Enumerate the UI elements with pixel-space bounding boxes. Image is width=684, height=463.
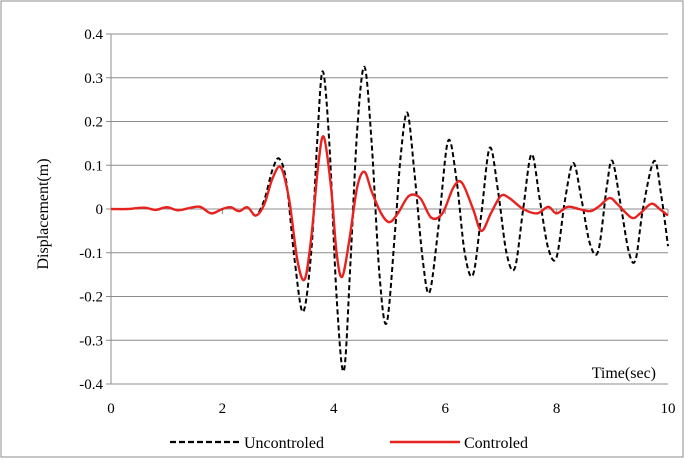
series-line-controled (110, 135, 669, 282)
y-tick-label: 0.4 (84, 27, 103, 43)
x-tick-label: 6 (441, 401, 449, 417)
x-tick-label: 10 (661, 401, 676, 417)
series-lines (110, 65, 669, 373)
x-tick-label: 0 (107, 401, 115, 417)
gridlines (111, 33, 668, 385)
y-tick-label: 0.2 (84, 115, 103, 131)
y-tick-label: -0.4 (79, 377, 103, 393)
y-tick-label: -0.1 (79, 246, 103, 262)
y-tick-label: 0.3 (84, 71, 103, 87)
y-tick-label: -0.3 (79, 333, 103, 349)
y-tick-label: 0.1 (84, 158, 103, 174)
y-tick-label: 0 (96, 202, 104, 218)
x-tick-label: 4 (330, 401, 338, 417)
legend-label-uncontroled: Uncontroled (244, 435, 324, 452)
tick-labels: 0.40.30.20.10-0.1-0.2-0.3-0.40 2 4 6 8 10 (79, 27, 675, 417)
x-tick-label: 2 (219, 401, 227, 417)
legend: Uncontroled Controled (170, 435, 528, 452)
y-tick-label: -0.2 (79, 290, 103, 306)
x-tick-label: 8 (553, 401, 561, 417)
x-axis-title: Time(sec) (592, 365, 656, 382)
y-axis-title: Displacement(m) (35, 158, 52, 269)
legend-label-controled: Controled (464, 435, 528, 452)
